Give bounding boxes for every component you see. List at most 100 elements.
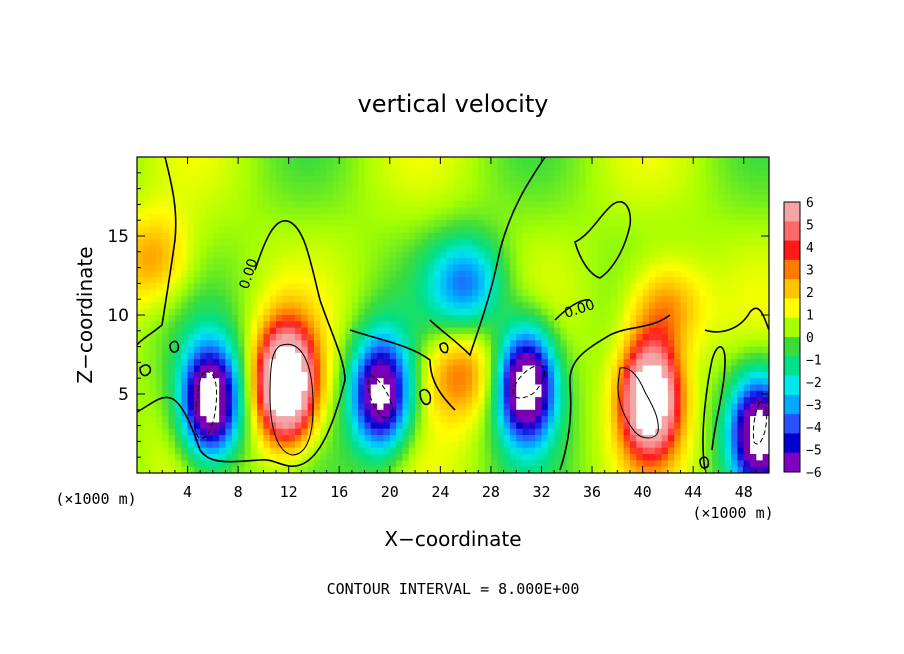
field-cell bbox=[535, 232, 543, 240]
field-cell bbox=[623, 466, 631, 473]
field-cell bbox=[490, 251, 498, 259]
field-cell bbox=[592, 258, 599, 266]
field-cell bbox=[181, 277, 189, 284]
field-cell bbox=[497, 321, 505, 329]
field-cell bbox=[415, 201, 422, 209]
field-cell bbox=[137, 245, 144, 253]
field-cell bbox=[174, 308, 182, 316]
field-cell bbox=[370, 302, 378, 310]
field-cell bbox=[629, 277, 637, 284]
field-cell bbox=[187, 441, 195, 449]
field-cell bbox=[718, 378, 726, 386]
field-cell bbox=[503, 390, 511, 398]
field-cell bbox=[680, 182, 688, 190]
field-cell bbox=[295, 352, 302, 360]
field-cell bbox=[737, 308, 745, 316]
field-cell bbox=[718, 163, 726, 171]
field-cell bbox=[351, 428, 359, 436]
field-cell bbox=[276, 182, 283, 190]
field-cell bbox=[364, 441, 372, 449]
field-cell bbox=[705, 251, 713, 259]
field-cell bbox=[193, 416, 201, 424]
field-cell bbox=[440, 226, 448, 234]
field-cell bbox=[693, 327, 701, 335]
field-cell bbox=[383, 454, 391, 461]
field-cell bbox=[547, 201, 555, 209]
field-cell bbox=[566, 188, 574, 196]
field-cell bbox=[345, 258, 353, 266]
field-cell bbox=[554, 340, 562, 348]
field-cell bbox=[434, 460, 441, 468]
field-cell bbox=[193, 302, 201, 310]
field-cell bbox=[453, 194, 460, 202]
field-cell bbox=[535, 201, 543, 209]
field-cell bbox=[693, 378, 701, 386]
field-cell bbox=[731, 201, 738, 209]
field-cell bbox=[465, 340, 473, 348]
field-cell bbox=[377, 163, 385, 171]
field-cell bbox=[225, 226, 233, 234]
field-cell bbox=[168, 447, 176, 455]
field-cell bbox=[503, 157, 511, 164]
field-cell bbox=[762, 333, 769, 341]
field-cell bbox=[351, 251, 359, 259]
field-cell bbox=[686, 163, 694, 171]
field-cell bbox=[478, 296, 486, 303]
field-cell bbox=[187, 352, 195, 360]
field-cell bbox=[187, 220, 195, 228]
field-cell bbox=[364, 289, 372, 297]
field-cell bbox=[358, 245, 366, 253]
field-cell bbox=[427, 359, 435, 367]
field-cell bbox=[471, 201, 479, 209]
field-cell bbox=[295, 403, 302, 411]
field-cell bbox=[257, 416, 264, 424]
field-cell bbox=[661, 340, 669, 348]
field-cell bbox=[307, 403, 315, 411]
field-cell bbox=[155, 397, 163, 405]
field-cell bbox=[219, 460, 227, 468]
field-cell bbox=[762, 251, 769, 259]
field-cell bbox=[718, 289, 726, 297]
field-cell bbox=[465, 258, 473, 266]
field-cell bbox=[358, 378, 366, 386]
field-cell bbox=[225, 352, 233, 360]
field-cell bbox=[143, 302, 151, 310]
field-cell bbox=[718, 169, 726, 177]
field-cell bbox=[295, 384, 302, 392]
field-cell bbox=[573, 397, 580, 405]
field-cell bbox=[699, 296, 707, 303]
field-cell bbox=[408, 397, 416, 405]
field-cell bbox=[370, 403, 378, 411]
field-cell bbox=[143, 447, 151, 455]
field-cell bbox=[598, 251, 606, 259]
field-cell bbox=[604, 333, 612, 341]
field-cell bbox=[667, 384, 675, 392]
field-cell bbox=[263, 169, 271, 177]
field-cell bbox=[320, 454, 328, 461]
field-cell bbox=[750, 264, 757, 272]
field-cell bbox=[244, 359, 252, 367]
field-cell bbox=[219, 359, 227, 367]
field-cell bbox=[592, 315, 599, 322]
field-cell bbox=[288, 245, 296, 253]
field-cell bbox=[629, 371, 637, 379]
field-cell bbox=[193, 460, 201, 468]
field-cell bbox=[212, 182, 220, 190]
field-cell bbox=[339, 321, 347, 329]
field-cell bbox=[162, 397, 170, 405]
field-cell bbox=[219, 390, 227, 398]
field-cell bbox=[263, 428, 271, 436]
field-cell bbox=[503, 416, 511, 424]
field-cell bbox=[250, 466, 258, 473]
field-cell bbox=[693, 239, 701, 247]
field-cell bbox=[465, 270, 473, 278]
field-cell bbox=[402, 315, 410, 322]
field-cell bbox=[478, 340, 486, 348]
field-cell bbox=[358, 201, 366, 209]
field-cell bbox=[453, 454, 460, 461]
field-cell bbox=[535, 175, 543, 183]
field-cell bbox=[453, 409, 460, 417]
field-cell bbox=[282, 245, 290, 253]
field-cell bbox=[478, 220, 486, 228]
field-cell bbox=[162, 321, 170, 329]
